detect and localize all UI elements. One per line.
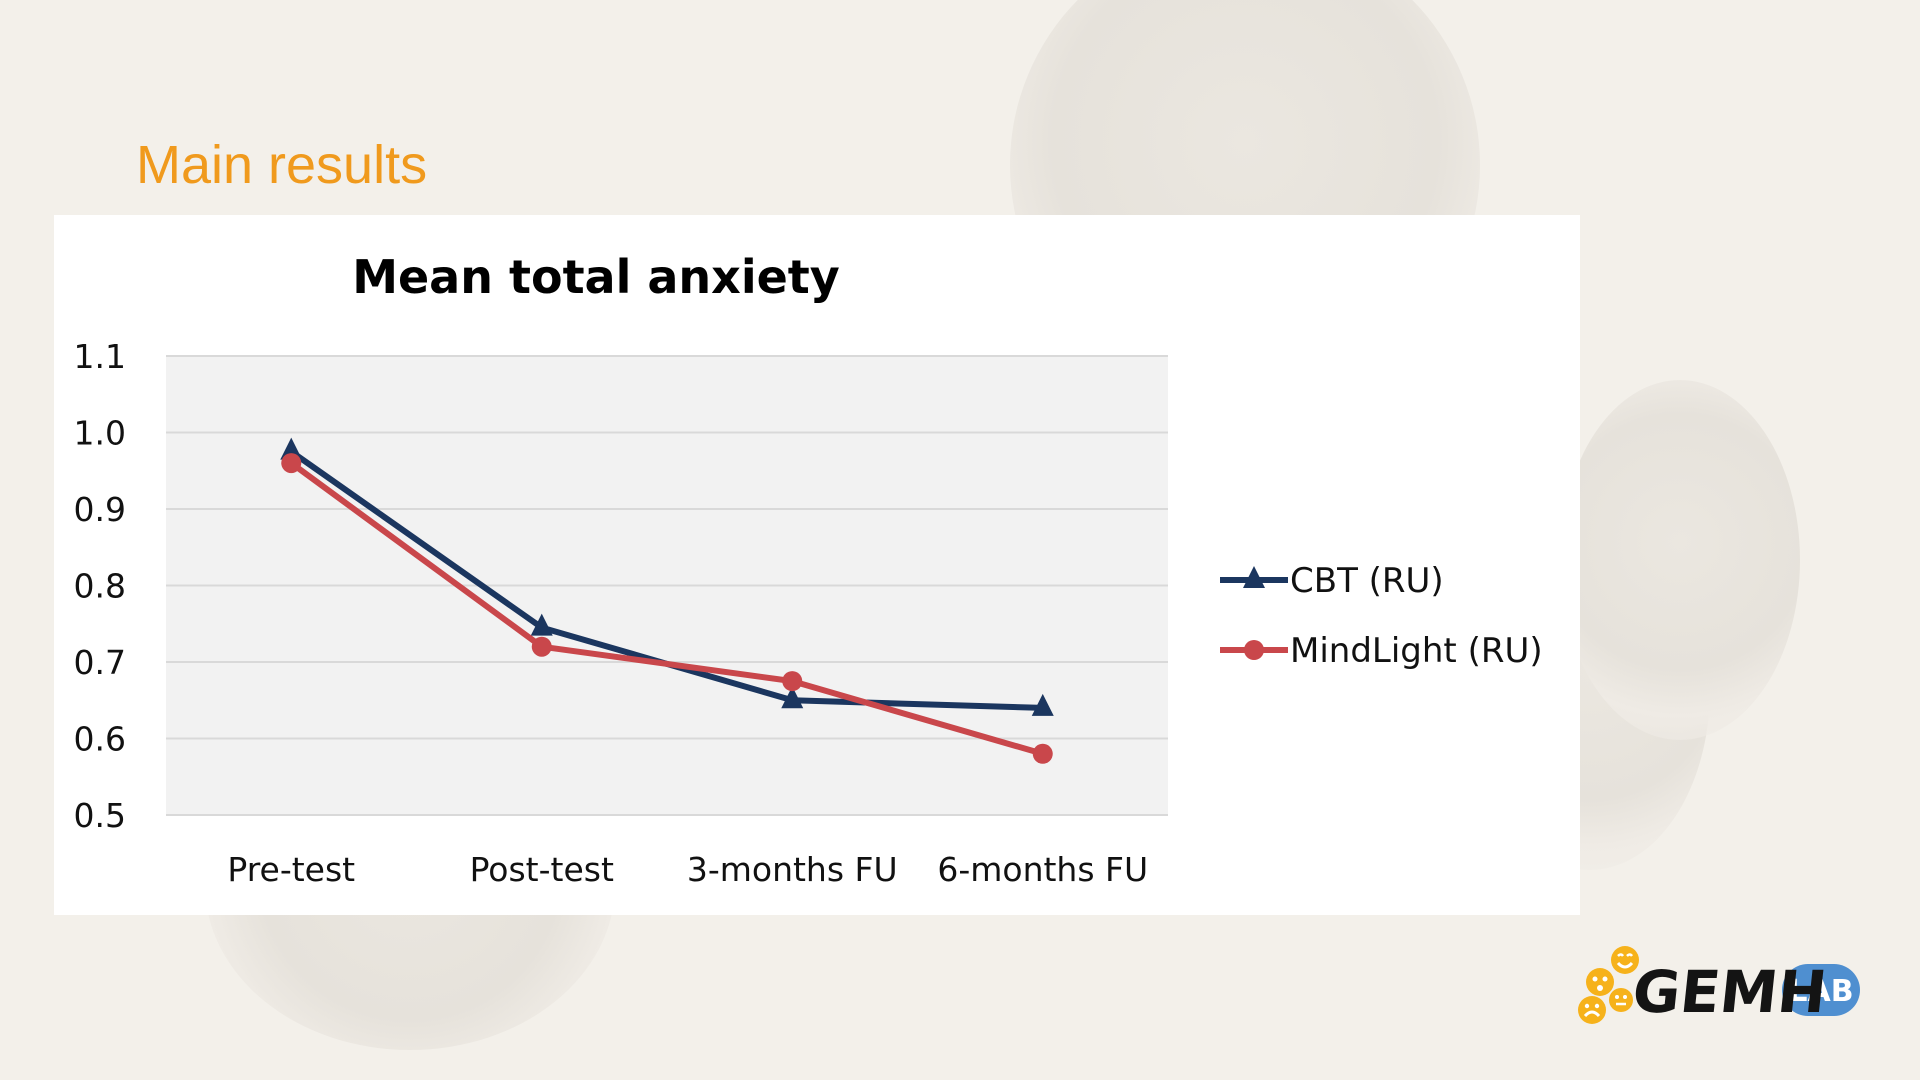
slide-title: Main results	[136, 135, 428, 195]
line-chart: 1.1 1.0 0.9 0.8 0.7 0.6 0.5 Pre-test Post-test 3…	[74, 250, 1543, 889]
y-tick-label: 0.6	[74, 720, 126, 759]
legend-item: MindLight (RU)	[1220, 631, 1543, 671]
y-tick-label: 0.7	[74, 643, 126, 682]
y-axis-ticks: 1.1 1.0 0.9 0.8 0.7 0.6 0.5	[74, 337, 126, 835]
legend: CBT (RU) MindLight (RU)	[1220, 561, 1543, 671]
data-point-triangle	[781, 686, 804, 709]
series-line	[289, 460, 1044, 757]
legend-label: CBT (RU)	[1290, 561, 1444, 601]
series-group	[280, 437, 1054, 764]
y-tick-label: 0.9	[74, 490, 126, 529]
chart-title: Mean total anxiety	[352, 250, 840, 304]
data-point-triangle	[1031, 693, 1054, 716]
data-point-circle	[782, 671, 803, 692]
y-tick-label: 1.1	[74, 337, 126, 376]
y-tick-label: 1.0	[74, 414, 126, 453]
lab-badge	[1782, 964, 1860, 1016]
logo-wordmark: GEMH	[1629, 958, 1830, 1026]
data-point-triangle	[1243, 566, 1265, 588]
sad-face-icon	[1578, 996, 1606, 1024]
legend-item: CBT (RU)	[1220, 561, 1444, 601]
x-tick-label: 6-months FU	[937, 850, 1148, 889]
data-point-triangle	[280, 437, 303, 460]
data-point-triangle	[530, 613, 553, 636]
x-tick-label: Pre-test	[227, 850, 355, 889]
data-point-circle	[531, 636, 552, 657]
neutral-face-icon	[1609, 988, 1633, 1012]
lab-badge-text: LAB	[1788, 974, 1853, 1009]
data-point-circle	[281, 453, 302, 474]
y-tick-label: 0.5	[74, 796, 126, 835]
worried-face-icon	[1586, 968, 1614, 996]
x-tick-label: 3-months FU	[687, 850, 898, 889]
data-point-circle	[1244, 640, 1264, 660]
smiley-face-icon	[1611, 946, 1639, 974]
x-tick-label: Post-test	[470, 850, 614, 889]
gemh-lab-logo: LAB GEMH	[1578, 946, 1860, 1026]
data-point-circle	[1032, 743, 1053, 764]
legend-label: MindLight (RU)	[1290, 631, 1543, 671]
x-axis-ticks: Pre-test Post-test 3-months FU 6-months FU	[227, 850, 1148, 889]
background-face-decoration	[1560, 380, 1800, 740]
chart-card: 1.1 1.0 0.9 0.8 0.7 0.6 0.5 Pre-test Post-test 3…	[54, 215, 1580, 915]
series-mindlight-ru	[281, 453, 1053, 764]
y-tick-label: 0.8	[74, 567, 126, 606]
